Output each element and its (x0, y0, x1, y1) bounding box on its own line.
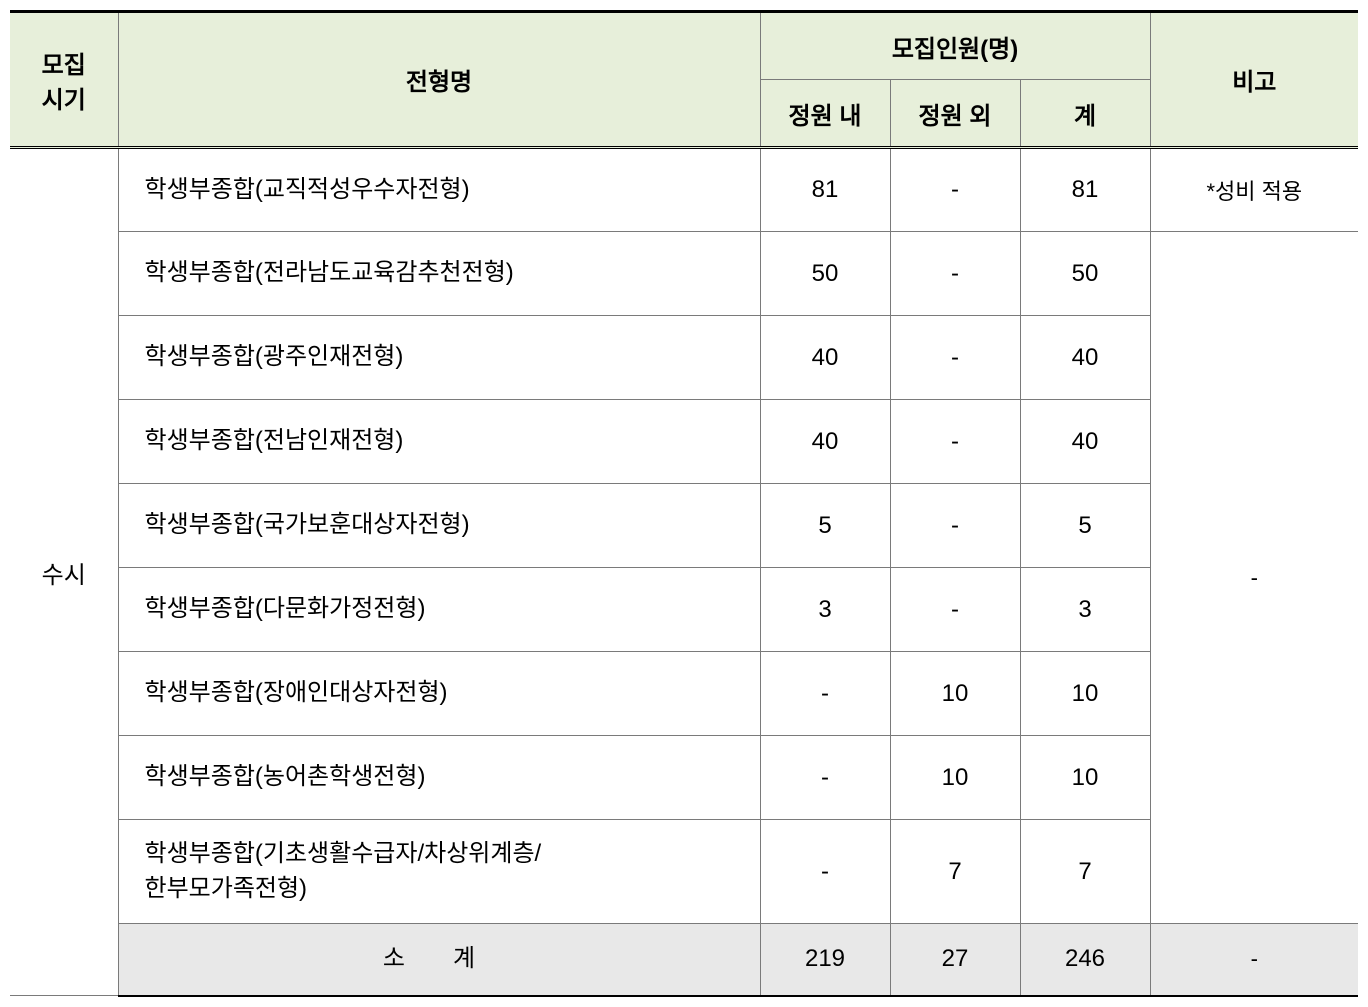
cell-out: - (890, 568, 1020, 652)
header-capacity: 모집인원(명) (760, 12, 1150, 80)
cell-in: - (760, 820, 890, 924)
table-row: 수시 학생부종합(교직적성우수자전형) 81 - 81 *성비 적용 (10, 148, 1358, 232)
header-period: 모집시기 (10, 12, 118, 148)
cell-name: 학생부종합(기초생활수급자/차상위계층/한부모가족전형) (118, 820, 760, 924)
cell-sum: 40 (1020, 316, 1150, 400)
cell-sum: 40 (1020, 400, 1150, 484)
header-sum: 계 (1020, 80, 1150, 148)
cell-name: 학생부종합(다문화가정전형) (118, 568, 760, 652)
subtotal-sum: 246 (1020, 924, 1150, 996)
cell-out: - (890, 400, 1020, 484)
cell-sum: 5 (1020, 484, 1150, 568)
table-body: 수시 학생부종합(교직적성우수자전형) 81 - 81 *성비 적용 학생부종합… (10, 148, 1358, 996)
cell-out: - (890, 484, 1020, 568)
cell-in: 81 (760, 148, 890, 232)
subtotal-in: 219 (760, 924, 890, 996)
cell-sum: 10 (1020, 736, 1150, 820)
header-out: 정원 외 (890, 80, 1020, 148)
cell-sum: 10 (1020, 652, 1150, 736)
cell-name: 학생부종합(장애인대상자전형) (118, 652, 760, 736)
admissions-table: 모집시기 전형명 모집인원(명) 비고 정원 내 정원 외 계 수시 학생부종합… (10, 10, 1358, 997)
cell-name: 학생부종합(광주인재전형) (118, 316, 760, 400)
cell-sum: 81 (1020, 148, 1150, 232)
cell-period: 수시 (10, 148, 118, 996)
cell-name: 학생부종합(국가보훈대상자전형) (118, 484, 760, 568)
cell-out: 7 (890, 820, 1020, 924)
cell-in: - (760, 736, 890, 820)
cell-note-merged: - (1150, 232, 1358, 924)
cell-name: 학생부종합(농어촌학생전형) (118, 736, 760, 820)
header-in: 정원 내 (760, 80, 890, 148)
header-name: 전형명 (118, 12, 760, 148)
table-row: 학생부종합(전라남도교육감추천전형) 50 - 50 - (10, 232, 1358, 316)
cell-sum: 7 (1020, 820, 1150, 924)
cell-out: - (890, 232, 1020, 316)
subtotal-note: - (1150, 924, 1358, 996)
cell-in: 40 (760, 316, 890, 400)
cell-out: 10 (890, 736, 1020, 820)
table-subtotal-row: 소계 219 27 246 - (10, 924, 1358, 996)
cell-sum: 3 (1020, 568, 1150, 652)
cell-out: - (890, 148, 1020, 232)
subtotal-out: 27 (890, 924, 1020, 996)
cell-out: - (890, 316, 1020, 400)
cell-in: 3 (760, 568, 890, 652)
cell-sum: 50 (1020, 232, 1150, 316)
subtotal-label: 소계 (118, 924, 760, 996)
cell-in: 40 (760, 400, 890, 484)
header-note: 비고 (1150, 12, 1358, 148)
cell-out: 10 (890, 652, 1020, 736)
cell-name: 학생부종합(교직적성우수자전형) (118, 148, 760, 232)
cell-in: 5 (760, 484, 890, 568)
cell-name: 학생부종합(전남인재전형) (118, 400, 760, 484)
cell-name: 학생부종합(전라남도교육감추천전형) (118, 232, 760, 316)
cell-in: - (760, 652, 890, 736)
cell-in: 50 (760, 232, 890, 316)
cell-note: *성비 적용 (1150, 148, 1358, 232)
table-header: 모집시기 전형명 모집인원(명) 비고 정원 내 정원 외 계 (10, 12, 1358, 148)
